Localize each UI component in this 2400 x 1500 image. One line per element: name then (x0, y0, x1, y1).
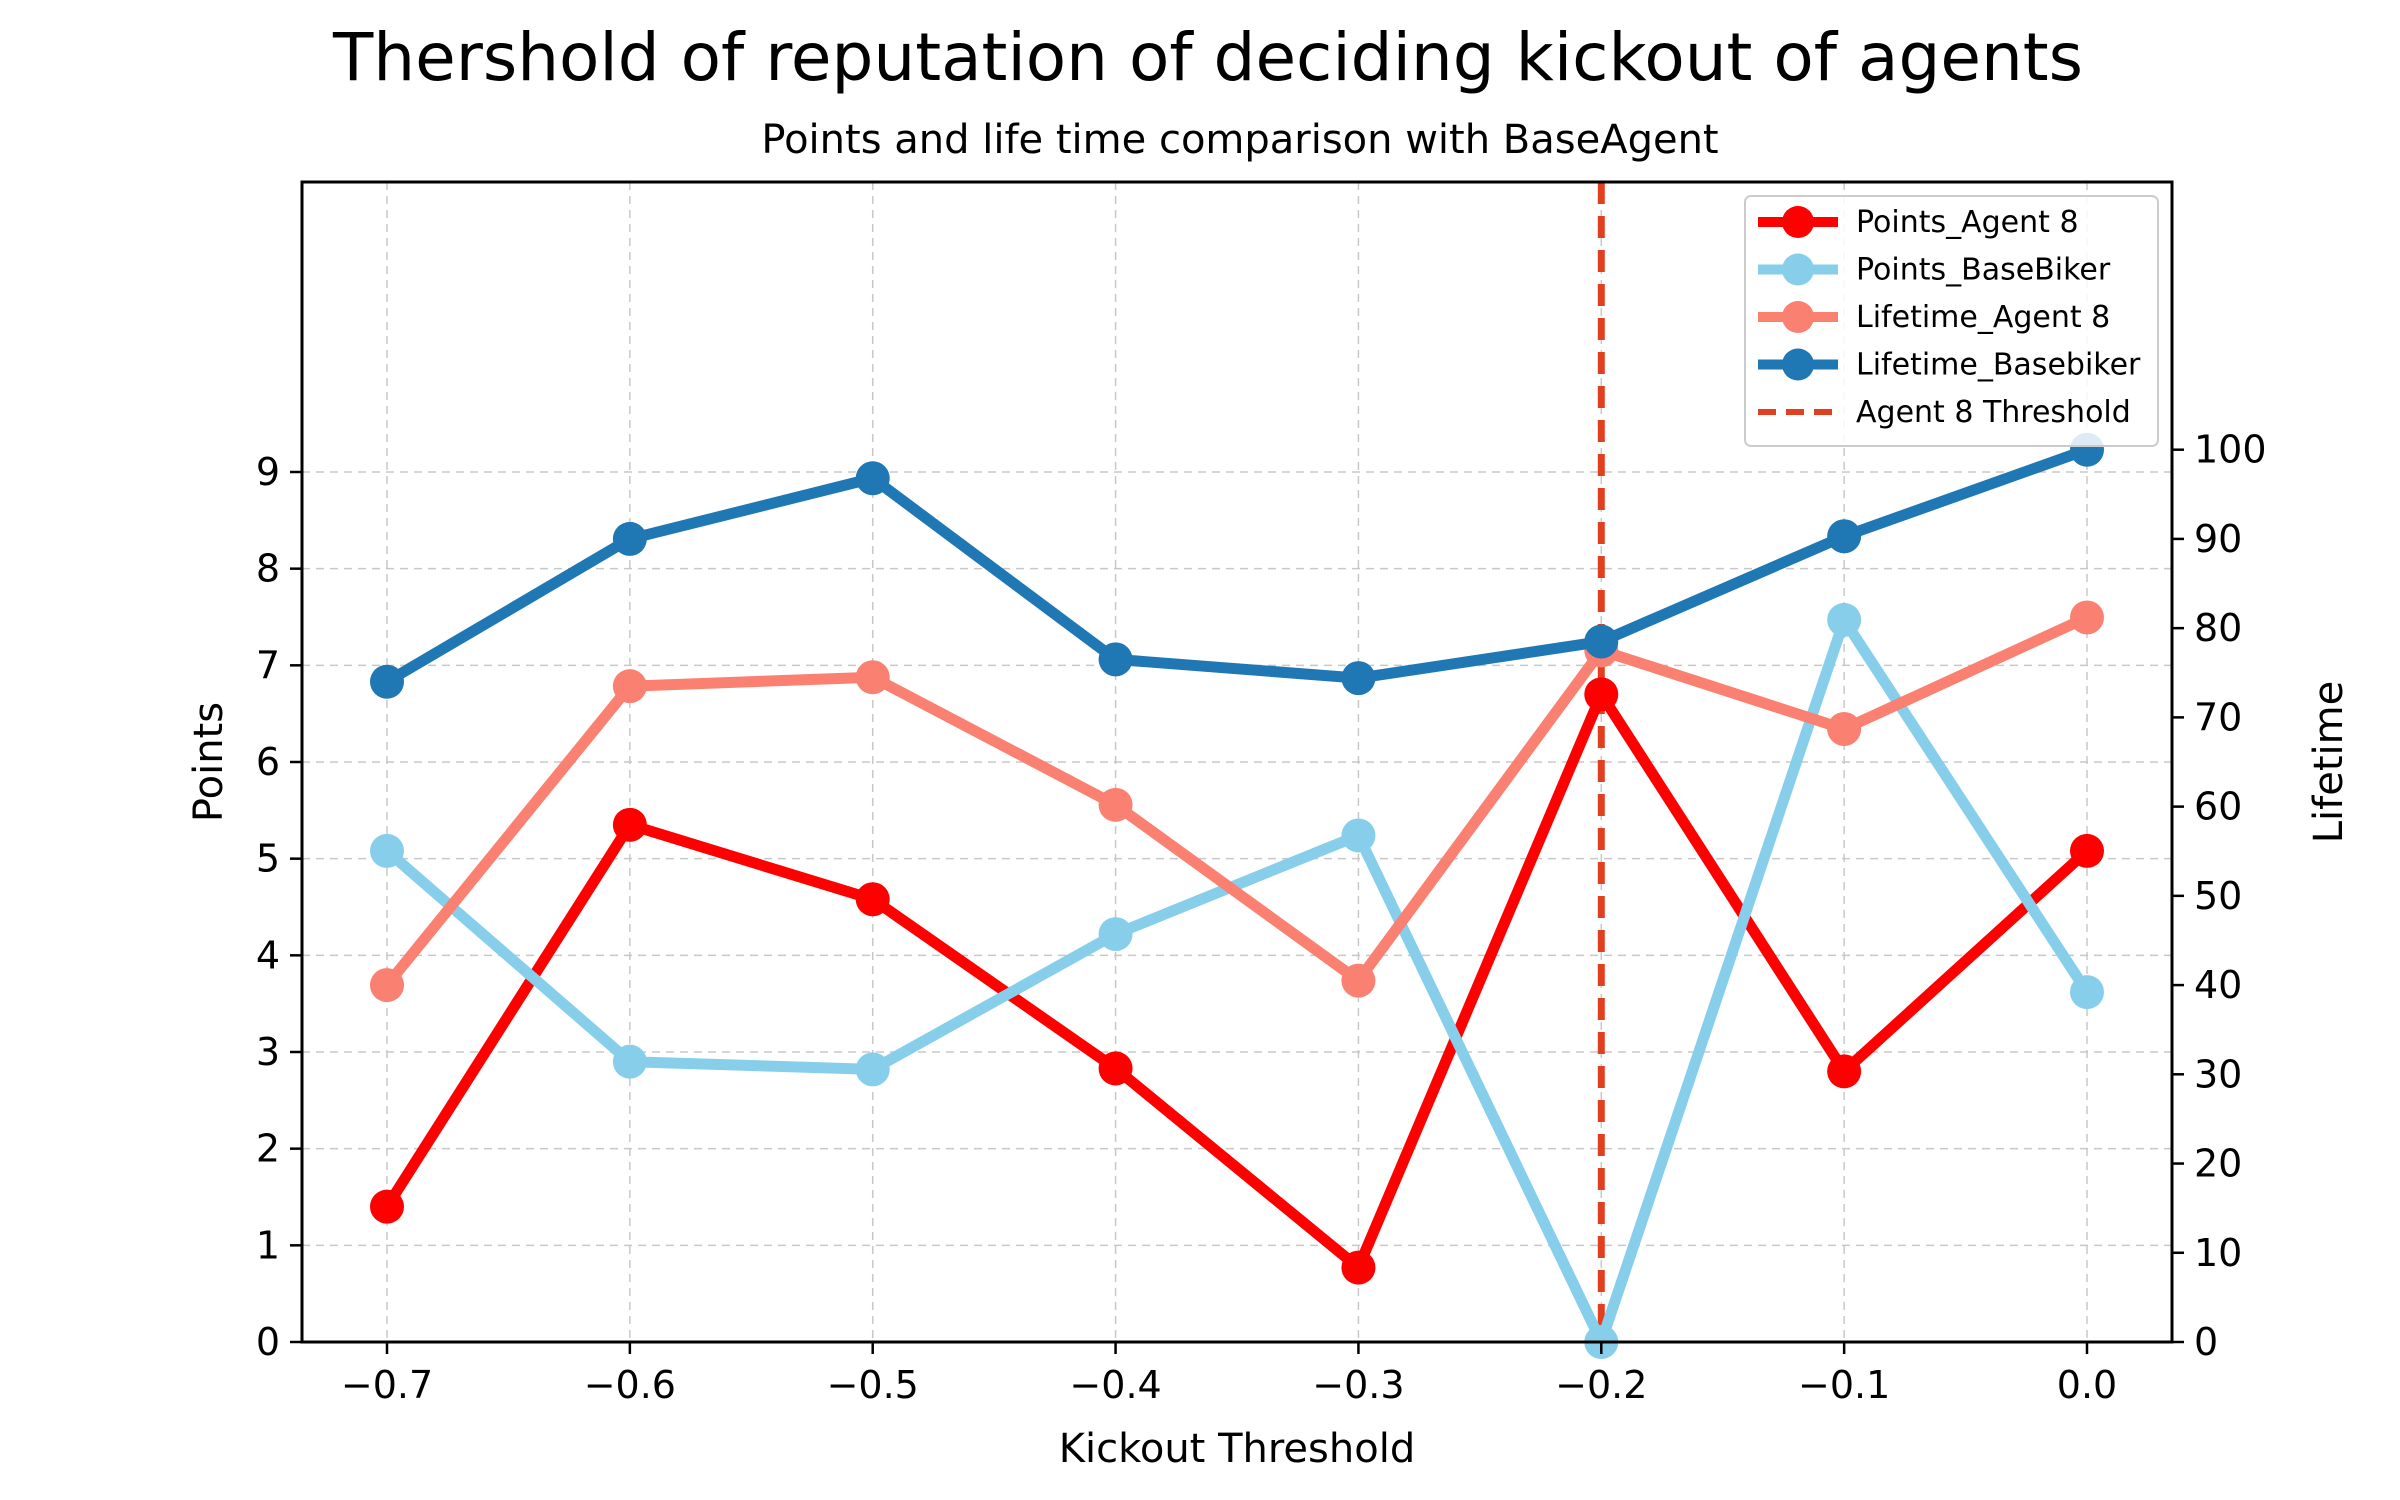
y-tick-label: 8 (256, 547, 280, 591)
y-axis-right-label: Lifetime (2306, 681, 2352, 843)
data-point (855, 461, 890, 496)
y-tick-label: 3 (256, 1030, 280, 1074)
legend-box (1744, 195, 2159, 447)
y-tick-label: 9 (256, 450, 280, 494)
y-right-tick-label: 60 (2194, 785, 2242, 829)
x-tick-label: −0.7 (341, 1363, 433, 1407)
data-point (1341, 1250, 1376, 1285)
data-point (1098, 1051, 1133, 1086)
data-point (855, 1052, 890, 1087)
legend: Points_Agent 8 Points_BaseBiker Lifetime_A… (1744, 195, 2159, 447)
x-tick-label: −0.3 (1312, 1363, 1404, 1407)
y-tick-label: 1 (256, 1223, 280, 1267)
series-line (384, 444, 2089, 687)
legend-label: Lifetime_Basebiker (1856, 348, 2141, 383)
data-point (1098, 917, 1133, 952)
legend-label: Points_Agent 8 (1856, 205, 2079, 240)
data-point (1827, 519, 1862, 554)
data-point (612, 669, 647, 704)
data-point (2070, 600, 2104, 635)
data-point (1098, 787, 1133, 822)
y-tick-label: 0 (256, 1320, 280, 1364)
y-right-tick-label: 70 (2194, 695, 2242, 739)
legend-label: Agent 8 Threshold (1856, 395, 2131, 430)
data-point (1341, 661, 1376, 696)
ticks-layer: −0.7 −0.6 −0.5 −0.4 −0.3 −0.2 −0.1 0.0 0 1 2 3 4 5 6 7 8… (256, 428, 2267, 1407)
data-point (2070, 833, 2104, 868)
data-point (2070, 975, 2104, 1010)
x-tick-label: −0.2 (1555, 1363, 1647, 1407)
y-tick-label: 5 (256, 837, 280, 881)
data-point (370, 664, 404, 699)
y-right-tick-label: 10 (2194, 1231, 2242, 1275)
legend-label: Lifetime_Agent 8 (1856, 300, 2110, 335)
legend-label: Points_BaseBiker (1856, 253, 2111, 288)
data-point (1827, 602, 1862, 637)
data-point (1341, 963, 1376, 998)
y-axis-label: Points (186, 702, 232, 822)
series-line (382, 688, 2091, 1274)
y-right-tick-label: 100 (2194, 428, 2267, 472)
series-lifetime-agent-8 (370, 600, 2104, 1003)
data-point (1341, 818, 1376, 853)
y-tick-label: 4 (256, 933, 280, 977)
series-points-basebiker (370, 602, 2104, 1359)
x-tick-label: 0.0 (2057, 1363, 2117, 1407)
data-point (1098, 642, 1133, 677)
series-layer (370, 432, 2104, 1359)
x-tick-label: −0.1 (1798, 1363, 1890, 1407)
series-points-agent-8 (370, 677, 2104, 1285)
x-tick-label: −0.4 (1069, 1363, 1161, 1407)
y-tick-label: 7 (256, 643, 280, 687)
y-right-tick-label: 30 (2194, 1052, 2242, 1096)
data-point (370, 968, 404, 1003)
x-axis-label: Kickout Threshold (1059, 1426, 1415, 1472)
data-point (855, 660, 890, 695)
data-point (370, 1189, 404, 1224)
y-right-tick-label: 50 (2194, 874, 2242, 918)
y-right-tick-label: 40 (2194, 963, 2242, 1007)
data-point (1584, 677, 1619, 712)
y-right-tick-label: 20 (2194, 1142, 2242, 1186)
y-right-tick-label: 80 (2194, 606, 2242, 650)
legend-marker (1782, 253, 1814, 286)
data-point (612, 807, 647, 842)
y-right-tick-label: 90 (2194, 517, 2242, 561)
series-line (382, 612, 2090, 989)
data-point (1827, 1054, 1862, 1089)
data-point (1584, 624, 1619, 659)
chart-subtitle: Points and life time comparison with Bas… (761, 117, 1718, 163)
data-point (1827, 711, 1862, 746)
chart-title: Thershold of reputation of deciding kick… (332, 19, 2083, 96)
data-point (612, 1044, 647, 1079)
y-tick-label: 6 (256, 740, 280, 784)
series-line (383, 614, 2092, 1348)
y-right-tick-label: 0 (2194, 1320, 2218, 1364)
data-point (855, 882, 890, 917)
legend-marker (1782, 206, 1814, 238)
legend-marker (1782, 301, 1814, 333)
x-tick-label: −0.5 (827, 1363, 919, 1407)
series-lifetime-basebiker (370, 432, 2104, 699)
legend-marker (1782, 348, 1814, 381)
data-point (370, 833, 404, 868)
y-tick-label: 2 (256, 1127, 280, 1171)
x-tick-label: −0.6 (584, 1363, 676, 1407)
data-point (612, 521, 647, 556)
